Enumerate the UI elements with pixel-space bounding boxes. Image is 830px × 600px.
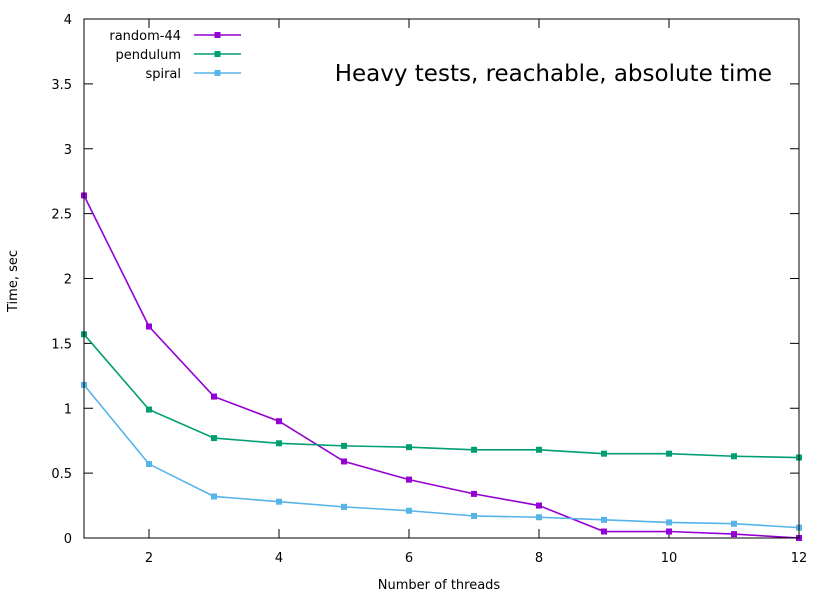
y-axis-ticks: 0 0.5 1 1.5 2 2.5 3 3.5 4 xyxy=(51,13,799,547)
data-point xyxy=(211,393,217,400)
data-point xyxy=(276,418,282,425)
data-point xyxy=(276,498,282,505)
data-point xyxy=(406,507,412,514)
legend-label: random-44 xyxy=(109,29,181,44)
y-axis-label: Time, sec xyxy=(6,250,21,313)
legend-marker xyxy=(214,51,221,57)
legend: random-44 pendulum spiral xyxy=(109,29,241,82)
series-spiral xyxy=(81,381,802,531)
data-point xyxy=(601,528,607,535)
x-tick-label: 8 xyxy=(535,551,543,566)
legend-label: spiral xyxy=(145,67,181,82)
y-tick-label: 4 xyxy=(64,13,72,28)
chart-title: Heavy tests, reachable, absolute time xyxy=(335,61,772,87)
legend-label: pendulum xyxy=(116,48,182,63)
data-point xyxy=(731,520,737,527)
data-point xyxy=(211,493,217,500)
y-tick-label: 1 xyxy=(64,402,72,417)
data-point xyxy=(731,453,737,460)
data-point xyxy=(146,461,152,468)
data-point xyxy=(211,435,217,442)
data-point xyxy=(601,450,607,457)
series-layer xyxy=(81,192,802,541)
series-pendulum xyxy=(81,331,802,461)
data-point xyxy=(666,519,672,526)
data-point xyxy=(666,450,672,457)
y-tick-label: 2.5 xyxy=(51,208,72,223)
x-tick-label: 2 xyxy=(145,551,153,566)
data-point xyxy=(471,512,477,519)
x-tick-label: 6 xyxy=(405,551,413,566)
series-random-44 xyxy=(81,192,802,541)
data-point xyxy=(536,502,542,509)
data-point xyxy=(471,490,477,497)
y-tick-label: 1.5 xyxy=(51,337,72,352)
y-tick-label: 3.5 xyxy=(51,78,72,93)
y-tick-label: 2 xyxy=(64,273,72,288)
x-tick-label: 10 xyxy=(661,551,678,566)
data-point xyxy=(341,458,347,465)
data-point xyxy=(276,440,282,447)
data-point xyxy=(341,442,347,449)
data-point xyxy=(406,476,412,483)
data-point xyxy=(146,406,152,413)
plot-frame xyxy=(83,18,800,539)
data-point xyxy=(341,503,347,510)
series-line xyxy=(83,384,800,529)
data-point xyxy=(406,444,412,451)
data-point xyxy=(666,528,672,535)
legend-marker xyxy=(214,32,221,38)
y-tick-label: 3 xyxy=(64,143,72,158)
x-axis-ticks: 2 4 6 8 10 12 xyxy=(145,19,807,566)
x-axis-label: Number of threads xyxy=(378,578,501,593)
y-tick-label: 0 xyxy=(64,532,72,547)
data-point xyxy=(536,514,542,521)
data-point xyxy=(146,323,152,330)
x-tick-label: 12 xyxy=(791,551,808,566)
data-point xyxy=(731,531,737,538)
legend-marker xyxy=(214,70,221,76)
y-tick-label: 0.5 xyxy=(51,467,72,482)
series-line xyxy=(83,333,800,459)
series-line xyxy=(83,195,800,539)
x-tick-label: 4 xyxy=(275,551,283,566)
data-point xyxy=(601,516,607,523)
data-point xyxy=(536,446,542,453)
data-point xyxy=(471,446,477,453)
